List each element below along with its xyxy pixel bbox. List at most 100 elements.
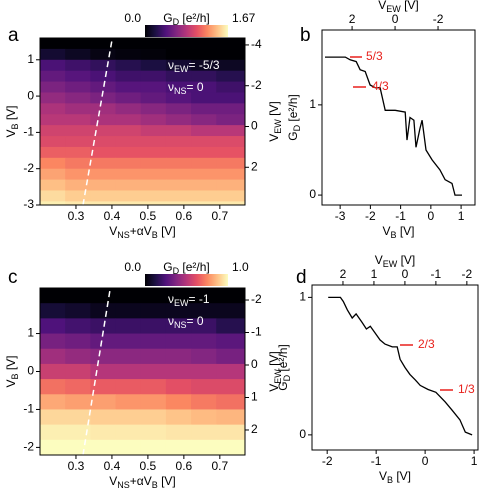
text-part: [V] <box>397 253 415 267</box>
heatmap-cell <box>90 168 117 181</box>
heatmap-cell <box>40 146 66 159</box>
frame <box>321 29 476 206</box>
x-tick-label: 0.7 <box>211 459 228 473</box>
x-axis-label: VNS+αVB [V] <box>109 224 176 240</box>
heatmap-cell <box>90 288 117 304</box>
heatmap-cell <box>165 114 192 126</box>
heatmap-cell <box>115 114 142 126</box>
heatmap-cell <box>216 303 245 319</box>
heatmap-cell <box>65 59 91 72</box>
heatmap-cell <box>115 59 142 72</box>
heatmap-cell <box>40 288 66 304</box>
text-part: [V] <box>397 224 415 238</box>
heatmap-cell <box>191 348 217 365</box>
heatmap-cell <box>216 409 245 426</box>
heatmap-cell <box>140 157 167 170</box>
x2-tick-label: 0 <box>402 267 409 281</box>
text-part: V <box>109 474 117 488</box>
heatmap-cell <box>165 409 192 426</box>
colorbar <box>145 25 228 37</box>
heatmap-cell <box>65 81 91 93</box>
heatmap-cell <box>40 70 66 83</box>
x-tick-label: 0.3 <box>68 209 85 223</box>
heatmap-cell <box>165 168 192 181</box>
heatmap-cell <box>65 318 91 335</box>
text-part: = -1 <box>189 292 210 306</box>
y2-tick-label: -1 <box>251 325 262 339</box>
heatmap-cell <box>65 424 91 441</box>
text-part: V <box>375 253 383 267</box>
heatmap-cell <box>216 333 245 350</box>
panel-label: d <box>296 267 307 288</box>
heatmap-cell <box>216 125 245 137</box>
heatmap-cell <box>140 409 167 426</box>
heatmap-cell <box>191 136 217 148</box>
text-part: B <box>10 373 20 379</box>
text-part: = -5/3 <box>189 58 220 72</box>
x-axis-label: VB [V] <box>379 469 411 485</box>
heatmap-cell <box>40 168 66 181</box>
y-tick-label: -3 <box>23 197 34 211</box>
heatmap-cell <box>140 318 167 335</box>
heatmap-cell <box>115 288 142 304</box>
heatmap-cell <box>165 59 192 72</box>
heatmap-cell <box>191 318 217 335</box>
heatmap-cell <box>115 70 142 83</box>
heatmap-cell <box>165 288 192 304</box>
plots <box>40 38 473 455</box>
heatmap-cell <box>65 48 91 61</box>
y-axis-label: VB [V] <box>4 355 20 387</box>
annotation: 2/3 <box>418 337 435 351</box>
heatmap-cell <box>191 179 217 191</box>
heatmap-cell <box>140 92 167 104</box>
text-part: [V] <box>393 469 411 483</box>
heatmap-cell <box>165 81 192 93</box>
heatmap-cell <box>115 394 142 410</box>
heatmap-cell <box>40 136 66 148</box>
y2-tick-label: 0 <box>251 357 258 371</box>
y-tick-label: 1 <box>309 97 316 111</box>
annotation: νNS= 0 <box>168 314 204 330</box>
text-part: [e²/h] <box>179 260 210 274</box>
y2-axis-label: VEW [V] <box>267 351 283 392</box>
heatmap-cell <box>40 38 66 50</box>
heatmap-cell <box>140 439 167 455</box>
y-tick-label: 0 <box>27 364 34 378</box>
frame <box>39 37 246 206</box>
text-part: EW <box>273 119 283 134</box>
x2-tick-label: 2 <box>349 12 356 26</box>
heatmap-cell <box>140 103 167 115</box>
x-tick-label: 0.4 <box>104 209 121 223</box>
y-axis-label: GD [e²/h] <box>286 94 302 141</box>
annotation: 1/3 <box>458 382 475 396</box>
heatmap-cell <box>90 59 117 72</box>
heatmap-cell <box>191 157 217 170</box>
heatmap-cell <box>191 168 217 181</box>
heatmap-cell <box>65 333 91 350</box>
heatmap-cell <box>216 59 245 72</box>
heatmap-cell <box>191 439 217 455</box>
y-tick-label: -2 <box>23 440 34 454</box>
heatmap-cell <box>115 146 142 159</box>
text-part: B <box>10 123 20 129</box>
text-part: V <box>4 380 18 388</box>
heatmap-cell <box>40 157 66 170</box>
heatmap-cell <box>115 103 142 115</box>
text-part: NS <box>174 320 187 330</box>
heatmap-cell <box>40 190 66 202</box>
heatmap-cell <box>165 103 192 115</box>
heatmap-cell <box>40 179 66 191</box>
heatmap-cell <box>216 190 245 202</box>
text-part: ν <box>168 80 174 94</box>
heatmap-cell <box>165 439 192 455</box>
heatmap-cell <box>40 318 66 335</box>
heatmap-cell <box>140 201 167 205</box>
heatmap-cell <box>115 424 142 441</box>
annotation: νNS= 0 <box>168 80 204 96</box>
text-part: ν <box>168 292 174 306</box>
annotation: 5/3 <box>366 49 383 63</box>
heatmap-cell <box>216 48 245 61</box>
heatmap-cell <box>40 409 66 426</box>
heatmap-cell <box>216 318 245 335</box>
text-part: V <box>267 134 281 142</box>
